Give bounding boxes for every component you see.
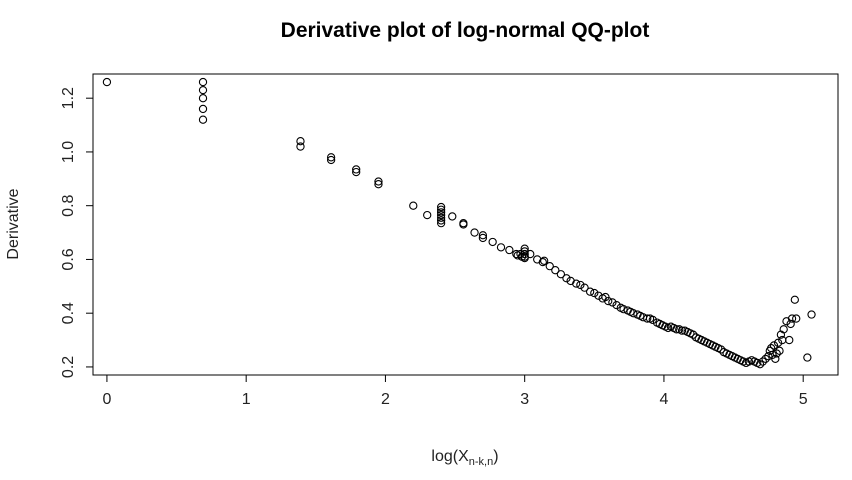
y-tick-label: 0.6 [60,248,77,270]
data-point [423,210,432,220]
data-point [436,216,446,225]
data-point [689,330,698,339]
data-point [326,155,336,165]
data-point [198,85,208,95]
data-point [648,315,657,325]
data-point [576,280,585,290]
data-point [787,314,797,323]
data-point [643,314,652,323]
data-point [520,253,529,263]
y-axis-label: Derivative [5,188,22,259]
data-point [779,325,788,334]
data-point [572,279,581,288]
data-point [556,270,566,279]
data-point [672,325,681,334]
data-point [790,295,799,304]
data-point [478,233,488,243]
data-point [538,257,547,267]
data-point [459,220,468,229]
data-point [545,262,554,271]
data-point [755,360,765,369]
data-point [807,310,816,319]
plot-frame [92,73,839,376]
y-tick-label: 0.4 [60,302,77,324]
data-point [505,245,514,255]
data-point [786,319,795,329]
data-point [803,353,812,362]
data-point [352,167,361,177]
data-point [761,354,770,364]
data-point [326,153,336,162]
data-point [520,249,529,259]
data-point [629,309,638,318]
data-point [198,104,208,114]
data-point [470,228,479,237]
data-point [198,77,208,87]
data-point [296,142,305,151]
data-point [296,137,305,146]
data-point [448,212,457,221]
data-point [436,202,446,212]
data-point [580,283,589,292]
x-axis: 0 1 2 3 4 5 [102,375,808,408]
data-point [488,237,497,247]
chart-title: Derivative plot of log-normal QQ-plot [281,19,650,42]
data-point [551,266,560,275]
data-point [496,243,506,252]
x-tick-label: 1 [242,391,251,408]
data-point [102,77,112,87]
data-point [608,298,617,307]
data-point [716,345,726,354]
data-point [436,205,446,214]
x-axis-label-close: ) [493,448,498,465]
data-points [102,77,816,369]
x-axis-label-subscript: n-k,n [469,456,493,468]
data-point [769,341,779,350]
data-point [436,213,446,222]
x-axis-label: log(Xn-k,n) [431,448,498,468]
data-point [764,352,773,361]
data-point [773,338,783,347]
data-point [792,314,801,323]
data-point [562,274,571,283]
data-point [374,180,383,189]
x-axis-label-base: log(X [431,448,469,465]
x-tick-label: 3 [520,391,529,408]
data-point [604,296,613,306]
y-tick-label: 1.0 [60,141,77,163]
x-tick-label: 2 [381,391,390,408]
data-point [526,249,535,259]
x-tick-label: 5 [799,391,808,408]
x-tick-label: 4 [659,391,668,408]
data-point [758,357,767,366]
data-point [612,300,621,310]
y-tick-label: 0.8 [60,194,77,216]
data-point [771,354,780,364]
data-point [590,288,599,298]
data-point [436,219,446,228]
data-point [352,165,361,174]
data-point [677,326,687,335]
data-point [436,210,446,220]
data-point [540,256,549,265]
y-axis: 0.2 0.4 0.6 0.8 1.0 1.2 [60,87,93,378]
data-point [374,177,383,186]
data-point [436,208,446,217]
data-point [775,346,784,355]
x-tick-label: 0 [102,391,111,408]
data-point [198,94,208,103]
data-point [478,231,488,240]
data-point [772,349,781,358]
data-point [520,244,529,253]
data-point [409,201,418,210]
data-point [619,305,628,314]
data-point [198,115,208,124]
data-point [785,335,794,345]
y-tick-label: 0.2 [60,356,77,378]
y-tick-label: 1.2 [60,87,77,109]
data-point [585,287,595,296]
